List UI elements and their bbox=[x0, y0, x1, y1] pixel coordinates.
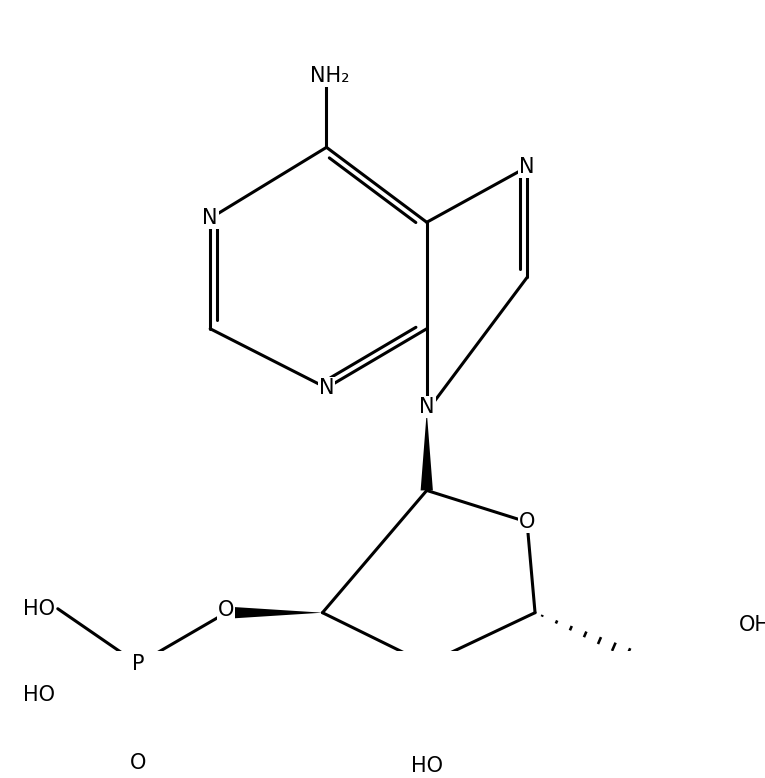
Text: O: O bbox=[130, 752, 146, 773]
Text: N: N bbox=[519, 157, 535, 177]
Text: HO: HO bbox=[411, 756, 443, 776]
Text: OH: OH bbox=[739, 615, 765, 635]
Text: O: O bbox=[218, 600, 234, 619]
Polygon shape bbox=[421, 412, 433, 490]
Text: N: N bbox=[319, 378, 334, 398]
Text: NH₂: NH₂ bbox=[310, 66, 350, 86]
Text: HO: HO bbox=[23, 685, 55, 706]
Text: O: O bbox=[519, 512, 536, 532]
Text: N: N bbox=[203, 209, 218, 228]
Text: P: P bbox=[132, 654, 145, 674]
Polygon shape bbox=[226, 607, 323, 619]
Polygon shape bbox=[421, 664, 433, 766]
Text: HO: HO bbox=[23, 599, 55, 619]
Text: N: N bbox=[419, 397, 435, 417]
